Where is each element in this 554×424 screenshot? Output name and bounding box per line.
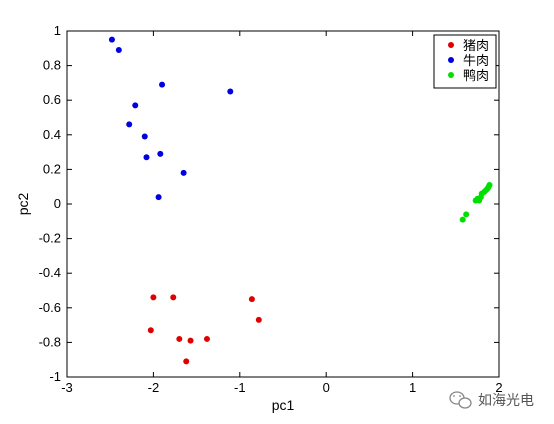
y-tick-label: 1	[54, 23, 61, 38]
data-point	[159, 81, 166, 88]
x-tick-label: 2	[495, 380, 502, 395]
data-point	[170, 294, 177, 301]
legend-box	[433, 34, 497, 89]
data-point	[486, 181, 493, 188]
data-point	[147, 327, 154, 334]
data-point	[180, 169, 187, 176]
data-point	[183, 358, 190, 365]
watermark: 如海光电	[449, 391, 534, 409]
x-tick-label: 0	[323, 380, 330, 395]
data-point	[126, 121, 133, 128]
y-tick-label: 0.2	[43, 161, 61, 176]
y-tick-label: 0.8	[43, 58, 61, 73]
data-points	[108, 36, 493, 365]
data-point	[176, 335, 183, 342]
data-point	[255, 316, 262, 323]
legend-marker	[448, 72, 454, 78]
legend-marker	[448, 57, 454, 63]
wechat-icon	[449, 391, 472, 409]
plot-area	[66, 30, 500, 378]
data-point	[187, 337, 194, 344]
data-point	[132, 102, 139, 109]
y-tick-label: -0.4	[39, 265, 61, 280]
x-axis-title: pc1	[272, 397, 295, 413]
y-tick-label: 0	[54, 196, 61, 211]
y-axis-title: pc2	[15, 193, 31, 216]
x-tick-label: 1	[409, 380, 416, 395]
watermark-text: 如海光电	[478, 393, 534, 409]
y-axis: 1 0.8 0.6 0.4 0.2 0 -0.2 -0.4 -0.6 -0.8 -1	[39, 23, 499, 384]
x-tick-label: -3	[61, 380, 73, 395]
data-point	[143, 154, 150, 161]
y-tick-label: -0.8	[39, 334, 61, 349]
legend-label: 牛肉	[463, 54, 489, 69]
data-point	[227, 88, 234, 95]
data-point	[108, 36, 115, 43]
x-tick-label: -2	[148, 380, 160, 395]
legend-marker	[448, 42, 454, 48]
x-axis: -3 -2 -1 0 1 2	[61, 31, 503, 395]
legend-label: 鸭肉	[463, 69, 489, 84]
data-point	[155, 194, 162, 201]
legend-label: 猪肉	[463, 39, 489, 54]
data-point	[141, 133, 148, 140]
data-point	[463, 211, 470, 218]
data-point	[115, 47, 122, 54]
data-point	[459, 216, 466, 223]
y-tick-label: -0.2	[39, 231, 61, 246]
y-tick-label: 0.6	[43, 92, 61, 107]
x-tick-label: -1	[234, 380, 246, 395]
data-point	[203, 335, 210, 342]
data-point	[157, 150, 164, 157]
y-tick-label: 0.4	[43, 127, 61, 142]
y-tick-label: -0.6	[39, 300, 61, 315]
data-point	[150, 294, 157, 301]
y-tick-label: -1	[49, 369, 61, 384]
data-point	[248, 296, 255, 303]
